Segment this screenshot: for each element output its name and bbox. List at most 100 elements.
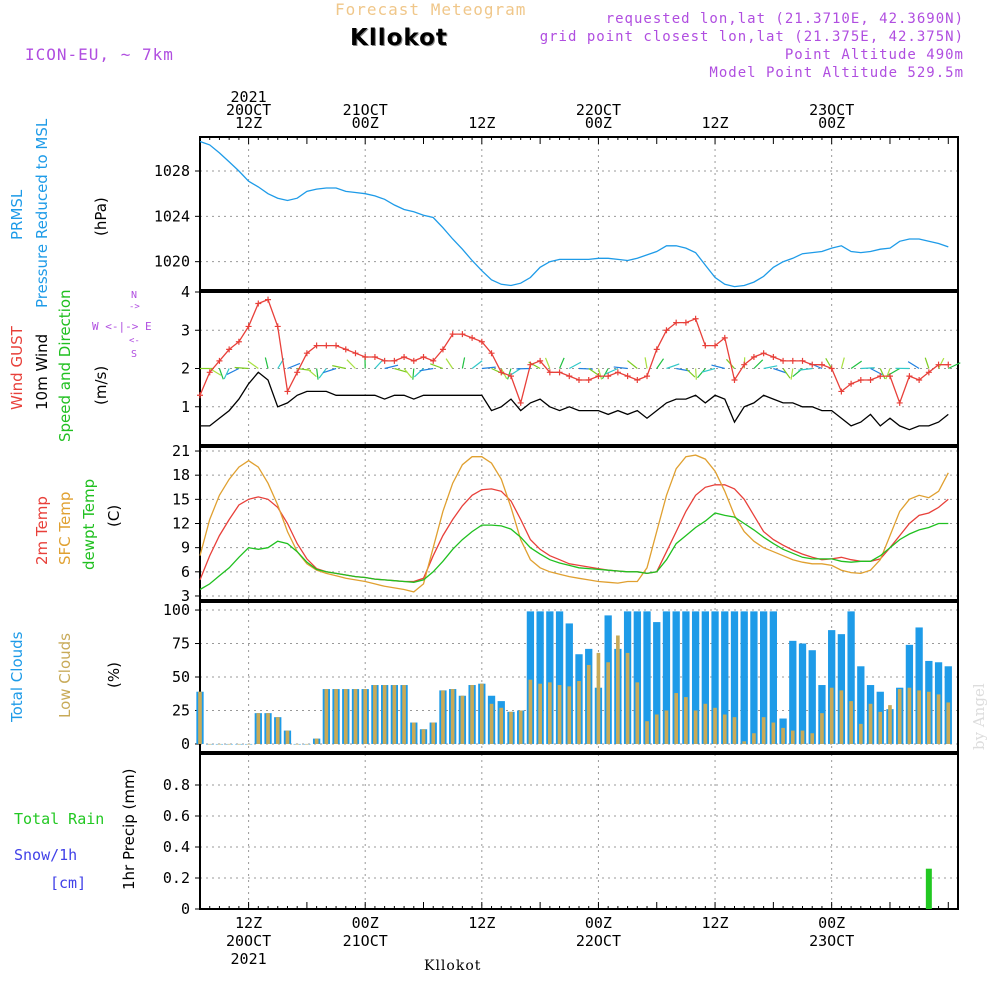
- wind-direction-arrow: [559, 357, 565, 369]
- y-tick-label: 1: [181, 398, 190, 416]
- wind-direction-arrow: [234, 366, 249, 370]
- time-label-top: 12Z: [702, 114, 729, 132]
- gust-marker: [906, 373, 913, 380]
- gust-marker: [886, 373, 893, 380]
- low-cloud-bar: [693, 710, 698, 744]
- wind-direction-arrow: [264, 357, 269, 369]
- total-cloud-bar: [555, 611, 564, 744]
- wind-direction-arrow: [695, 368, 697, 380]
- y-tick-label: 6: [181, 563, 190, 581]
- low-cloud-bar: [849, 701, 853, 744]
- y-tick-label: 15: [172, 490, 190, 508]
- gust-marker: [420, 354, 427, 361]
- low-cloud-bar: [198, 691, 202, 744]
- wind-direction-arrow: [627, 360, 638, 369]
- total-cloud-bar: [672, 611, 680, 744]
- low-cloud-bar: [450, 689, 455, 744]
- wind-direction-arrow: [306, 368, 317, 378]
- y-tick-label: 2: [181, 360, 190, 378]
- gust-marker: [313, 342, 320, 349]
- low-cloud-bar: [246, 743, 251, 745]
- gust-marker: [867, 376, 874, 383]
- gust-marker: [197, 392, 203, 399]
- rain-label: Total Rain: [14, 810, 105, 828]
- panel-frame-precipitation: [199, 753, 959, 910]
- time-label-bottom: 00Z: [352, 914, 379, 932]
- low-cloud-bar: [761, 717, 766, 744]
- y-tick-label: 3: [181, 587, 190, 605]
- wind-direction-arrow: [332, 365, 346, 370]
- compass-down: <-: [129, 336, 140, 346]
- gust-marker: [750, 354, 757, 361]
- gust-marker: [459, 331, 466, 338]
- low-cloud-bar: [499, 707, 504, 744]
- time-label-bottom: 22OCT: [576, 932, 621, 950]
- low-cloud-bar: [907, 687, 912, 744]
- gust-marker: [284, 388, 291, 395]
- low-cloud-bar: [645, 721, 649, 744]
- gust-marker: [206, 369, 213, 376]
- wind-direction-arrow: [798, 367, 813, 371]
- wind-direction-arrow: [346, 359, 356, 369]
- gust-marker: [857, 376, 864, 383]
- gust-marker: [799, 357, 806, 364]
- temp-line-sfc-temp: [199, 454, 949, 593]
- low-cloud-bar: [664, 710, 669, 744]
- low-cloud-bar: [373, 685, 377, 744]
- time-label-top: 12Z: [235, 114, 262, 132]
- gust-marker: [896, 399, 903, 406]
- low-cloud-bar: [421, 729, 426, 744]
- gust-marker: [848, 380, 855, 387]
- rain-bar: [925, 868, 932, 909]
- pressure-line: [199, 140, 949, 288]
- gust-marker: [245, 323, 252, 330]
- wind-direction-arrow: [430, 363, 444, 370]
- wind-direction-arrow: [247, 360, 259, 369]
- wind-direction-arrow: [578, 367, 594, 370]
- panel-frame-clouds: [199, 601, 959, 753]
- low-cloud-bar: [402, 685, 406, 744]
- wind-direction-arrow: [613, 366, 628, 370]
- wind-direction-arrow: [773, 367, 787, 374]
- wind-direction-arrow: [419, 367, 434, 372]
- low-cloud-bar: [256, 713, 261, 744]
- gust-marker: [478, 338, 485, 345]
- wind-direction-arrow: [384, 364, 399, 370]
- low-cloud-bar: [927, 691, 931, 744]
- low-cloud-bar: [713, 707, 717, 744]
- time-label-top: 00Z: [352, 114, 379, 132]
- gust-marker: [255, 300, 262, 307]
- low-cloud-bar: [829, 687, 834, 744]
- gust-marker: [576, 376, 582, 383]
- low-cloud-bar: [431, 722, 436, 744]
- gust-marker: [624, 373, 631, 380]
- y-tick-label: 0.4: [163, 838, 190, 856]
- time-label-top: 12Z: [468, 114, 495, 132]
- total-cloud-bar: [536, 611, 544, 744]
- snow-label: Snow/1h: [14, 846, 78, 864]
- low-cloud-bar: [382, 685, 387, 744]
- wind-direction-arrow: [840, 357, 845, 369]
- low-cloud-bar: [606, 662, 610, 744]
- gust-marker: [828, 365, 835, 372]
- total-cloud-bar: [643, 611, 651, 744]
- total-cloud-bar: [789, 640, 797, 744]
- low-cloud-bar: [557, 685, 562, 744]
- low-cloud-bar: [363, 689, 368, 744]
- super-title: Forecast Meteogram: [335, 0, 527, 19]
- low-cloud-bar: [586, 664, 591, 744]
- snow-unit: [cm]: [50, 874, 87, 892]
- y-tick-label: 1028: [154, 162, 190, 180]
- total-cloud-bar: [633, 611, 641, 744]
- page-title: Kllokot: [350, 25, 448, 51]
- low-cloud-bar: [771, 722, 776, 744]
- total-cloud-bar: [653, 622, 661, 744]
- low-cloud-bar: [674, 693, 679, 744]
- gust-marker: [430, 357, 437, 364]
- low-cloud-bar: [275, 717, 280, 744]
- gust-marker: [401, 354, 408, 361]
- gust-marker: [439, 346, 446, 353]
- footer-location: Kllokot: [424, 958, 482, 974]
- panel-frame-pressure: [199, 136, 959, 291]
